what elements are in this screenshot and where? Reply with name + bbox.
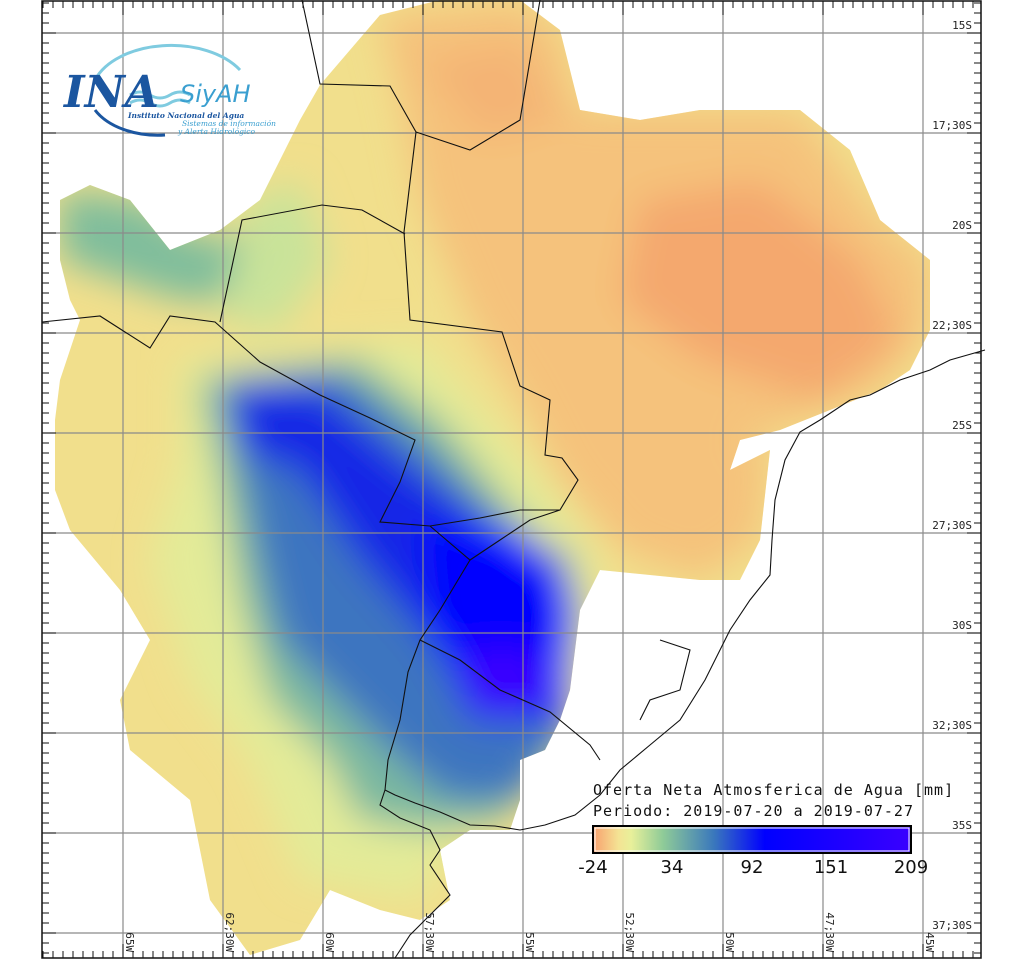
colorbar-tick: 34: [661, 857, 684, 878]
logo-arc: [93, 43, 242, 81]
logo-subtitle-2: y Alerta Hidrológico: [177, 127, 255, 136]
longitude-label: 62;30W: [223, 912, 236, 952]
longitude-label: 65W: [123, 932, 136, 952]
latitude-label: 30S: [952, 619, 972, 632]
frame-ticks: [42, 1, 981, 958]
colorbar-tick: 151: [814, 857, 848, 878]
longitude-label: 47;30W: [823, 912, 836, 952]
logo-subtitle-1: Sistemas de información: [182, 119, 276, 128]
border-argentina-paraguay: [41, 0, 579, 527]
latitude-label: 25S: [952, 419, 972, 432]
longitude-label: 60W: [323, 932, 336, 952]
latitude-label: 32;30S: [932, 719, 972, 732]
colorbar-tick: 92: [741, 857, 764, 878]
legend-title: Oferta Neta Atmosferica de Agua [mm]: [593, 781, 954, 799]
latitude-labels: 15S 17;30S 20S 22;30S 25S 27;30S 30S 32;30S 35S 3…: [932, 19, 972, 932]
longitude-label: 52;30W: [623, 912, 636, 952]
latitude-label: 22;30S: [932, 319, 972, 332]
coastline: [384, 349, 986, 831]
logo-waves-icon: [129, 90, 191, 108]
latitude-label: 15S: [952, 19, 972, 32]
borders: [41, 0, 986, 959]
latitude-label: 27;30S: [932, 519, 972, 532]
lagoon-coast: [639, 639, 691, 721]
colorbar: [592, 825, 912, 854]
logo-acronym: INA: [62, 67, 159, 118]
latitude-label: 37;30S: [932, 919, 972, 932]
coastline-south: [379, 789, 451, 959]
logo-arc-lower: [93, 109, 166, 137]
border-argentina-brazil: [429, 509, 561, 561]
legend-period: Periodo: 2019-07-20 a 2019-07-27: [593, 802, 914, 820]
border-uruguay-brazil: [419, 639, 601, 761]
longitude-label: 57;30W: [423, 912, 436, 952]
border-north: [415, 0, 541, 151]
longitude-label: 50W: [723, 932, 736, 952]
latitude-label: 20S: [952, 219, 972, 232]
border-argentina-uruguay: [384, 559, 471, 791]
latitude-label: 17;30S: [932, 119, 972, 132]
border-bolivia-paraguay: [219, 204, 406, 323]
longitude-label: 55W: [523, 932, 536, 952]
legend: Oferta Neta Atmosferica de Agua [mm] Per…: [578, 781, 954, 878]
longitude-label: 45W: [923, 932, 936, 952]
longitude-labels: 65W 62;30W 60W 57;30W 55W 52;30W 50W 47;30W 45W: [123, 912, 936, 952]
logo-system: SiyAH: [180, 80, 251, 108]
colorbar-inner-border: [594, 827, 910, 852]
map-frame: [41, 0, 982, 959]
graticule: [42, 1, 981, 958]
colorbar-tick: -24: [578, 857, 607, 878]
latitude-label: 35S: [952, 819, 972, 832]
logo-institute: Instituto Nacional del Agua: [127, 111, 244, 120]
colorbar-tick: 209: [894, 857, 928, 878]
ina-siyah-logo: INA SiyAH Instituto Nacional del Agua Si…: [62, 43, 276, 137]
